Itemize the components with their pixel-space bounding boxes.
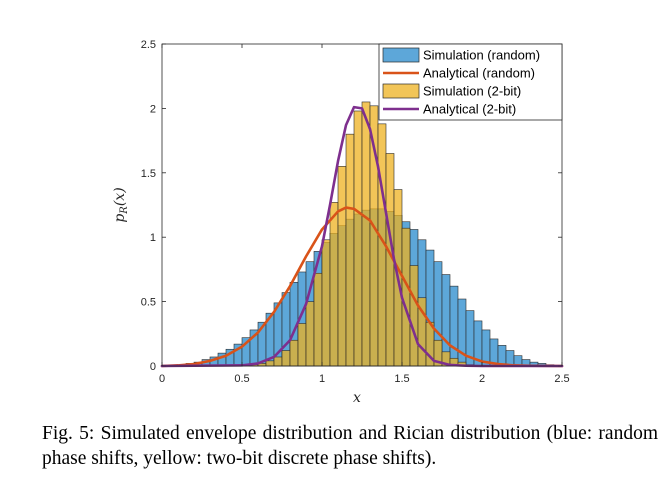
legend-label-3: Analytical (2-bit) bbox=[423, 102, 516, 117]
legend-label-1: Analytical (random) bbox=[423, 66, 535, 81]
y-tick-label-5: 2.5 bbox=[141, 39, 156, 51]
y-tick-label-2: 1 bbox=[150, 232, 156, 244]
bar-random-34 bbox=[449, 285, 459, 367]
chart: 0 0.5 1 1.5 2 2.5 0 0.5 1 1.5 2 2.5 x pR(x) Simulat… bbox=[112, 39, 570, 406]
bar-2bit-20 bbox=[409, 265, 419, 367]
bar-2bit-13 bbox=[353, 110, 363, 367]
y-axis-label-arg: (x) bbox=[112, 187, 128, 206]
y-tick-label-1: 0.5 bbox=[141, 297, 156, 309]
figure-caption: Fig. 5: Simulated envelope distribution … bbox=[42, 423, 658, 469]
bar-2bit-5 bbox=[289, 339, 299, 367]
x-tick-label-1: 0.5 bbox=[234, 373, 249, 385]
bar-2bit-19 bbox=[401, 227, 411, 367]
line-analytical-2bit bbox=[160, 105, 564, 368]
x-tick-label-5: 2.5 bbox=[554, 373, 569, 385]
bar-2bit-4 bbox=[281, 350, 291, 367]
y-tick-label-0: 0 bbox=[150, 361, 156, 373]
bar-2bit-9 bbox=[321, 239, 331, 367]
legend-swatch-2 bbox=[382, 83, 420, 99]
bar-2bit-11 bbox=[337, 166, 347, 367]
x-tick-label-2: 1 bbox=[319, 373, 325, 385]
bar-2bit-10 bbox=[329, 202, 339, 367]
x-tick-label-4: 2 bbox=[479, 373, 485, 385]
tick-labels: 0 0.5 1 1.5 2 2.5 0 0.5 1 1.5 2 2.5 bbox=[141, 39, 570, 385]
y-axis-label-main: p bbox=[112, 214, 128, 223]
svg-text:pR(x): pR(x) bbox=[112, 187, 130, 222]
bar-2bit-3 bbox=[273, 356, 283, 367]
y-axis-label-sub: R bbox=[119, 206, 130, 215]
x-axis-label: x bbox=[353, 390, 361, 406]
bar-2bit-7 bbox=[305, 301, 315, 367]
bar-2bit-12 bbox=[345, 133, 355, 367]
y-tick-label-4: 2 bbox=[150, 103, 156, 115]
bar-2bit-2 bbox=[265, 360, 275, 367]
legend-label-0: Simulation (random) bbox=[423, 48, 540, 63]
bar-2bit-6 bbox=[297, 323, 307, 367]
axes-box bbox=[161, 43, 563, 367]
bar-2bit-14 bbox=[361, 101, 371, 367]
legend-label-2: Simulation (2-bit) bbox=[423, 84, 521, 99]
analytical-curves bbox=[160, 105, 564, 368]
x-tick-label-0: 0 bbox=[159, 373, 165, 385]
x-tick-label-3: 1.5 bbox=[394, 373, 409, 385]
bar-2bit-8 bbox=[313, 272, 323, 367]
legend-swatch-0 bbox=[382, 47, 420, 63]
y-axis-label: pR(x) bbox=[112, 187, 130, 222]
legend: Simulation (random) Analytical (random) Si… bbox=[378, 43, 563, 121]
line-analytical-random bbox=[160, 206, 564, 368]
y-tick-label-3: 1.5 bbox=[141, 168, 156, 180]
